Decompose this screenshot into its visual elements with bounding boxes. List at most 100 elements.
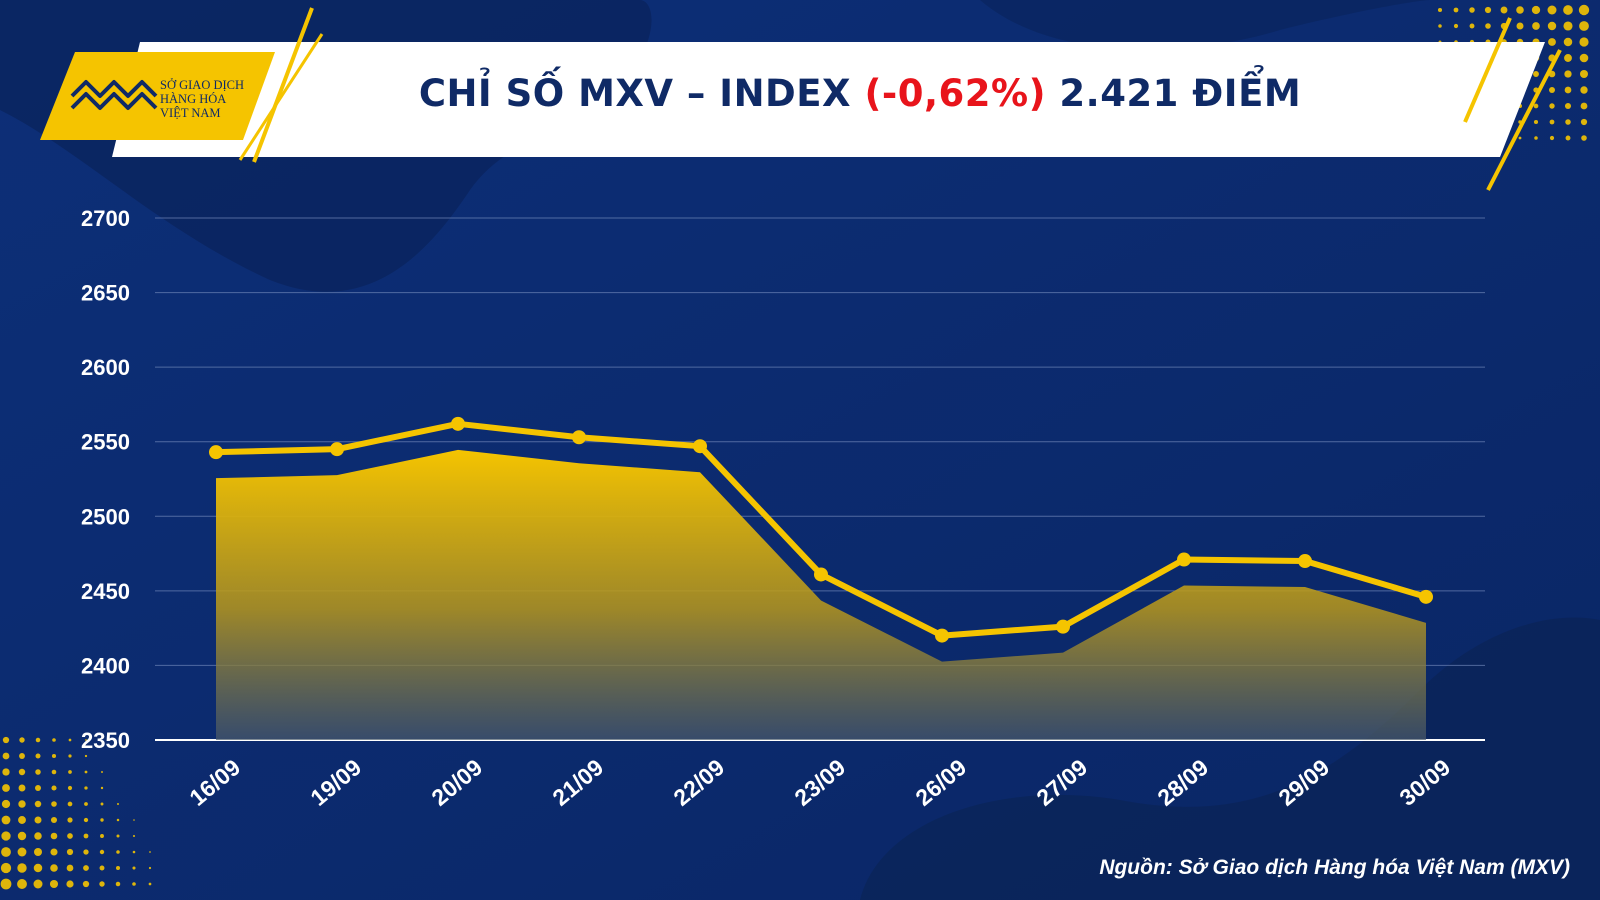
dot	[51, 753, 57, 759]
dot	[1565, 119, 1571, 125]
dot	[100, 834, 104, 838]
dot	[34, 816, 42, 824]
dot	[1532, 22, 1540, 30]
dot	[116, 818, 120, 822]
dot	[84, 754, 88, 758]
dot	[148, 882, 152, 886]
area-shadow	[216, 449, 1426, 740]
dot	[50, 816, 58, 824]
dot	[68, 738, 72, 742]
dot	[1580, 102, 1588, 110]
dot	[1564, 102, 1572, 110]
dot	[2, 752, 10, 760]
dot	[34, 800, 42, 808]
dot	[34, 832, 42, 840]
dot	[84, 802, 88, 806]
dot	[49, 879, 59, 889]
dot	[100, 802, 104, 806]
dot	[116, 850, 120, 854]
x-tick-label: 29/09	[1273, 754, 1334, 811]
dot	[100, 818, 104, 822]
x-tick-label: 20/09	[426, 754, 487, 811]
y-tick-label: 2600	[81, 355, 130, 380]
dot	[51, 801, 57, 807]
dot	[1484, 6, 1492, 14]
dot	[83, 849, 89, 855]
data-points	[209, 416, 1433, 643]
dot	[50, 864, 58, 872]
wave-shape-bottom-right	[860, 617, 1600, 900]
data-point	[572, 430, 586, 445]
dot	[18, 768, 26, 776]
dot-pattern	[0, 4, 1590, 890]
dot	[50, 848, 58, 856]
dot	[35, 785, 41, 791]
x-tick-label: 16/09	[184, 754, 245, 811]
dot	[18, 800, 26, 808]
dot	[1580, 70, 1588, 78]
dot	[17, 847, 27, 857]
x-tick-label: 26/09	[910, 754, 971, 811]
dot	[1563, 21, 1573, 31]
dot	[52, 738, 56, 742]
dot	[68, 770, 72, 774]
dot	[117, 803, 119, 805]
dot	[66, 848, 74, 856]
dot	[67, 785, 73, 791]
dot	[1453, 23, 1459, 29]
page-title: CHỈ SỐ MXV – INDEX (-0,62%) 2.421 ĐIỂM	[320, 72, 1400, 115]
dot	[1531, 5, 1541, 15]
dot	[68, 754, 72, 758]
dot	[0, 878, 12, 890]
y-tick-label: 2400	[81, 653, 130, 678]
y-tick-label: 2700	[81, 206, 130, 231]
dot	[50, 832, 58, 840]
dot	[83, 833, 89, 839]
dot	[35, 753, 41, 759]
x-tick-label: 21/09	[547, 754, 608, 811]
logo-line-3: VIỆT NAM	[160, 106, 221, 120]
dot	[1453, 7, 1459, 13]
dot	[133, 819, 135, 821]
dot	[18, 784, 26, 792]
dot	[34, 848, 42, 856]
dot	[99, 849, 105, 855]
y-tick-label: 2500	[81, 504, 130, 529]
dot	[33, 879, 43, 889]
dot	[1548, 38, 1556, 46]
source-note: Nguồn: Sở Giao dịch Hàng hóa Việt Nam (M…	[1099, 856, 1570, 879]
y-tick-label: 2550	[81, 430, 130, 455]
y-axis-ticks: 2350 2400 2450 2500 2550 2600 2650 2700	[81, 206, 130, 753]
logo-line-2: HÀNG HÓA	[160, 92, 227, 106]
dot	[17, 831, 27, 841]
dot	[2, 736, 10, 744]
dot	[132, 882, 136, 886]
x-tick-label: 30/09	[1394, 754, 1455, 811]
dot	[0, 862, 12, 874]
dot	[115, 881, 121, 887]
dot	[1564, 86, 1572, 94]
data-point	[1298, 554, 1312, 569]
dot	[82, 880, 90, 888]
dot	[132, 834, 136, 838]
dot	[1580, 86, 1588, 94]
dot	[35, 737, 41, 743]
dot	[66, 864, 74, 872]
dot	[1564, 54, 1572, 62]
dot	[1579, 37, 1589, 47]
data-point	[451, 416, 465, 431]
dot	[85, 739, 87, 741]
dot	[67, 833, 73, 839]
dot	[83, 817, 89, 823]
logo-line-1: SỞ GIAO DỊCH	[160, 78, 245, 92]
dot	[1580, 118, 1588, 126]
data-point	[1056, 619, 1070, 634]
data-point	[1177, 552, 1191, 567]
dot	[132, 850, 136, 854]
y-tick-label: 2350	[81, 728, 130, 753]
dot	[66, 880, 74, 888]
dot	[1547, 21, 1557, 31]
title-index-value: 2.421 ĐIỂM	[1059, 72, 1302, 115]
dot	[67, 801, 73, 807]
